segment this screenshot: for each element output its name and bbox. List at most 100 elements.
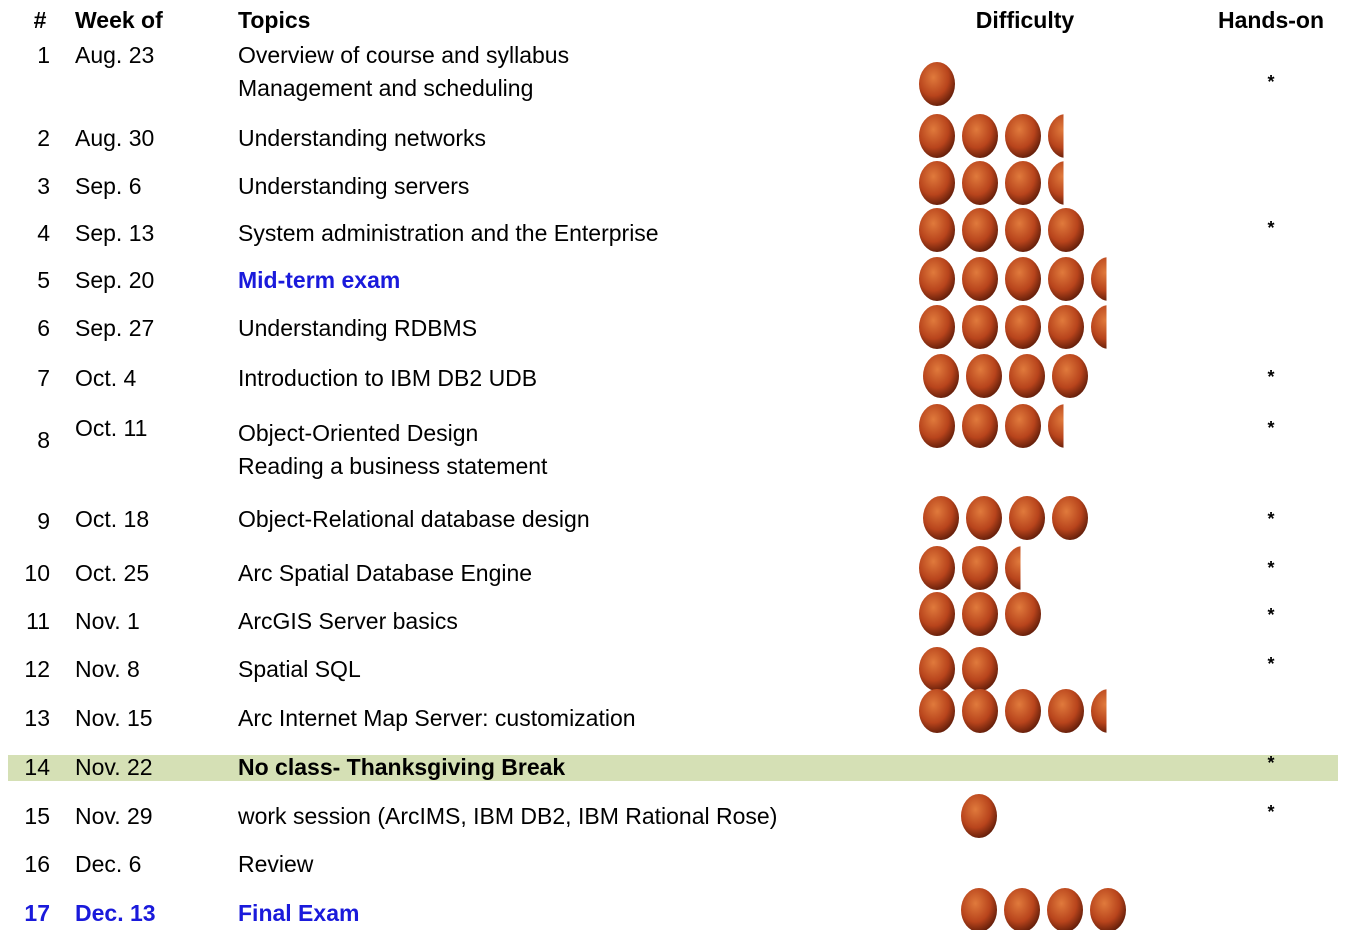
- difficulty-icon: [1048, 689, 1084, 733]
- week: Nov. 8: [75, 656, 140, 682]
- difficulty-icon: [919, 62, 955, 106]
- difficulty-rating: [919, 161, 1064, 205]
- week: Oct. 18: [75, 506, 150, 532]
- hands-on: *: [1267, 654, 1275, 674]
- week: Sep. 27: [75, 315, 155, 341]
- difficulty-icon: [966, 354, 1002, 398]
- difficulty-rating: [919, 208, 1084, 252]
- difficulty-icon: [1047, 888, 1083, 930]
- row-number: 5: [37, 267, 50, 293]
- difficulty-icon: [1005, 257, 1041, 301]
- difficulty-icon: [1005, 161, 1041, 205]
- row-number: 11: [26, 608, 50, 634]
- difficulty-icon: [1091, 305, 1107, 349]
- topic: Arc Internet Map Server: customization: [238, 705, 636, 731]
- difficulty-icon: [962, 592, 998, 636]
- difficulty-icon: [966, 496, 1002, 540]
- difficulty-icon: [919, 546, 955, 590]
- difficulty-rating: [961, 794, 997, 838]
- topic: Spatial SQL: [238, 656, 361, 682]
- week: Oct. 25: [75, 560, 150, 586]
- hands-on: *: [1267, 72, 1275, 92]
- difficulty-icon: [962, 161, 998, 205]
- difficulty-icon: [1048, 161, 1064, 205]
- row-number: 2: [37, 125, 50, 151]
- week: Sep. 20: [75, 267, 155, 293]
- difficulty-icon: [923, 496, 959, 540]
- difficulty-icon: [923, 354, 959, 398]
- difficulty-icon: [962, 647, 998, 691]
- topic: Arc Spatial Database Engine: [238, 560, 533, 586]
- difficulty-icon: [962, 208, 998, 252]
- topic: Object-Oriented Design: [238, 420, 479, 446]
- topic: work session (ArcIMS, IBM DB2, IBM Ratio…: [238, 803, 778, 829]
- difficulty-icon: [961, 794, 997, 838]
- hands-on: *: [1267, 558, 1275, 578]
- week: Nov. 15: [75, 705, 153, 731]
- column-header: Week of: [75, 7, 163, 33]
- difficulty-rating: [919, 305, 1107, 349]
- row-number: 1: [37, 42, 50, 68]
- week: Dec. 13: [75, 900, 156, 926]
- difficulty-icon: [962, 305, 998, 349]
- column-header: Hands-on: [1217, 7, 1325, 33]
- week: Sep. 6: [75, 173, 142, 199]
- week: Aug. 23: [75, 42, 155, 68]
- difficulty-icon: [962, 114, 998, 158]
- row-number: 10: [24, 560, 50, 586]
- difficulty-icon: [962, 689, 998, 733]
- row-number: 13: [24, 705, 50, 731]
- difficulty-icon: [919, 114, 955, 158]
- topic: Management and scheduling: [238, 75, 534, 101]
- topic: Final Exam: [238, 900, 360, 926]
- difficulty-icon: [1005, 689, 1041, 733]
- difficulty-icon: [1009, 354, 1045, 398]
- difficulty-rating: [919, 62, 955, 106]
- difficulty-icon: [1009, 496, 1045, 540]
- hands-on: *: [1267, 218, 1275, 238]
- row-number: 16: [24, 851, 50, 877]
- difficulty-icon: [919, 689, 955, 733]
- highlight-band: [8, 755, 1338, 781]
- difficulty-rating: [923, 496, 1088, 540]
- week: Oct. 11: [75, 415, 148, 441]
- difficulty-icon: [919, 305, 955, 349]
- difficulty-icon: [1048, 114, 1064, 158]
- row-number: 9: [37, 508, 50, 534]
- row-number: 8: [37, 427, 50, 453]
- column-header: #: [33, 7, 47, 33]
- row-number: 12: [24, 656, 50, 682]
- difficulty-icon: [1052, 354, 1088, 398]
- row-number: 17: [24, 900, 50, 926]
- difficulty-icon: [1091, 257, 1107, 301]
- difficulty-icon: [1005, 305, 1041, 349]
- difficulty-rating: [919, 647, 998, 691]
- difficulty-icon: [919, 404, 955, 448]
- difficulty-icon: [962, 546, 998, 590]
- difficulty-icon: [1048, 404, 1064, 448]
- difficulty-icon: [919, 592, 955, 636]
- difficulty-icon: [1005, 592, 1041, 636]
- hands-on: *: [1267, 605, 1275, 625]
- topic: Reading a business statement: [238, 453, 548, 479]
- hands-on: *: [1267, 802, 1275, 822]
- difficulty-icon: [1091, 689, 1107, 733]
- hands-on: *: [1267, 509, 1275, 529]
- row-number: 15: [24, 803, 50, 829]
- row-number: 3: [37, 173, 50, 199]
- topic: Review: [238, 851, 314, 877]
- difficulty-icon: [919, 647, 955, 691]
- difficulty-icon: [962, 257, 998, 301]
- difficulty-rating: [919, 257, 1107, 301]
- topic: No class- Thanksgiving Break: [238, 754, 566, 780]
- topic: System administration and the Enterprise: [238, 220, 659, 246]
- topic: Introduction to IBM DB2 UDB: [238, 365, 538, 391]
- hands-on: *: [1267, 418, 1275, 438]
- difficulty-rating: [919, 546, 1021, 590]
- week: Nov. 29: [75, 803, 153, 829]
- topic: Understanding networks: [238, 125, 487, 151]
- difficulty-icon: [1004, 888, 1040, 930]
- difficulty-rating: [919, 404, 1064, 448]
